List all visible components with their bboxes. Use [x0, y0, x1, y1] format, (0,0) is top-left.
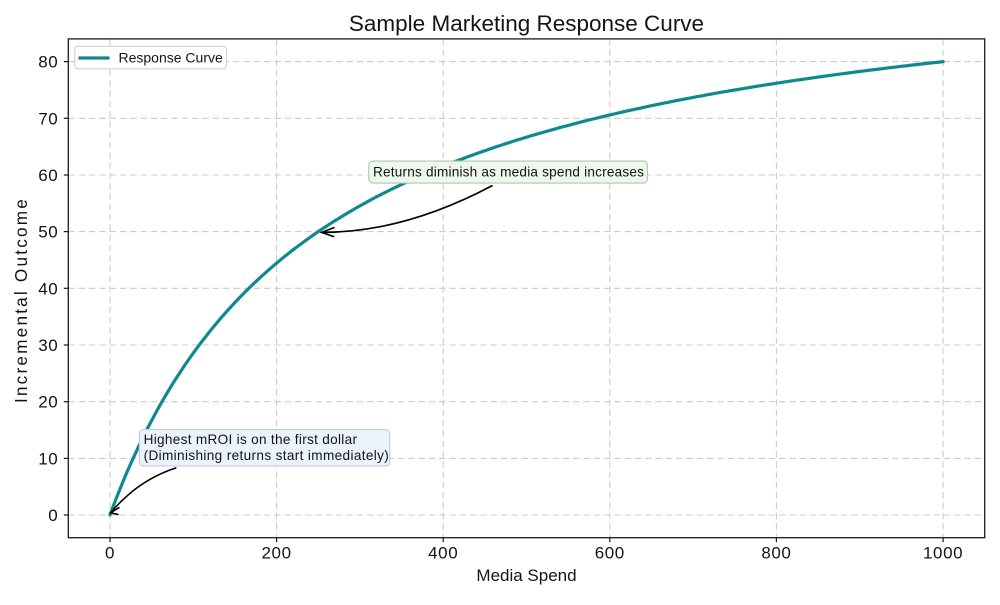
svg-text:(Diminishing returns start imm: (Diminishing returns start immediately) [144, 448, 390, 463]
svg-text:600: 600 [595, 544, 625, 563]
svg-text:Highest mROI is on the first d: Highest mROI is on the first dollar [144, 432, 358, 447]
svg-text:30: 30 [38, 336, 58, 355]
svg-text:Sample Marketing Response Curv: Sample Marketing Response Curve [349, 11, 704, 36]
svg-text:400: 400 [428, 544, 458, 563]
svg-text:80: 80 [38, 53, 58, 72]
svg-text:40: 40 [38, 279, 58, 298]
svg-text:60: 60 [38, 166, 58, 185]
svg-text:Returns diminish as media spen: Returns diminish as media spend increase… [373, 165, 644, 180]
svg-text:0: 0 [48, 506, 58, 525]
svg-text:1000: 1000 [923, 544, 963, 563]
svg-text:Incremental Outcome: Incremental Outcome [11, 197, 31, 403]
svg-text:Media Spend: Media Spend [476, 566, 576, 585]
svg-text:200: 200 [262, 544, 292, 563]
svg-text:0: 0 [105, 544, 115, 563]
svg-text:50: 50 [38, 223, 58, 242]
svg-text:70: 70 [38, 109, 58, 128]
svg-text:Response Curve: Response Curve [119, 50, 223, 66]
svg-text:10: 10 [38, 449, 58, 468]
svg-text:20: 20 [38, 393, 58, 412]
svg-text:800: 800 [761, 544, 791, 563]
